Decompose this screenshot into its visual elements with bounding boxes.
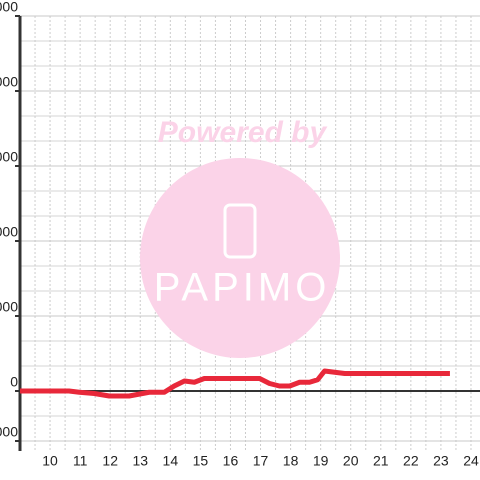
y-tick-label: 120,000	[0, 74, 18, 90]
y-tick-label: 30,000	[0, 299, 18, 315]
x-tick-label: 17	[253, 453, 269, 469]
x-tick-label: 19	[313, 453, 329, 469]
x-tick-label: 18	[283, 453, 299, 469]
watermark-logo: PAPIMO	[154, 266, 331, 310]
x-tick-label: 24	[463, 453, 479, 469]
y-tick-label: -20,000	[0, 424, 18, 440]
x-tick-label: 21	[373, 453, 389, 469]
x-tick-label: 14	[163, 453, 179, 469]
x-tick-label: 16	[223, 453, 239, 469]
x-tick-label: 15	[193, 453, 209, 469]
x-tick-label: 22	[403, 453, 419, 469]
x-tick-label: 13	[132, 453, 148, 469]
watermark-icon	[223, 203, 257, 259]
y-tick-label: 0	[10, 374, 18, 390]
x-tick-label: 10	[42, 453, 58, 469]
watermark-text: Powered by	[158, 116, 328, 149]
x-tick-label: 12	[102, 453, 118, 469]
watermark: Powered by PAPIMO	[140, 116, 340, 358]
x-tick-label: 11	[73, 453, 88, 469]
y-tick-label: 90,000	[0, 149, 18, 165]
x-tick-label: 20	[343, 453, 359, 469]
line	[20, 368, 450, 399]
y-tick-label: 150,000	[0, 0, 18, 15]
y-tick-label: 60,000	[0, 224, 18, 240]
x-tick-label: 23	[433, 453, 449, 469]
